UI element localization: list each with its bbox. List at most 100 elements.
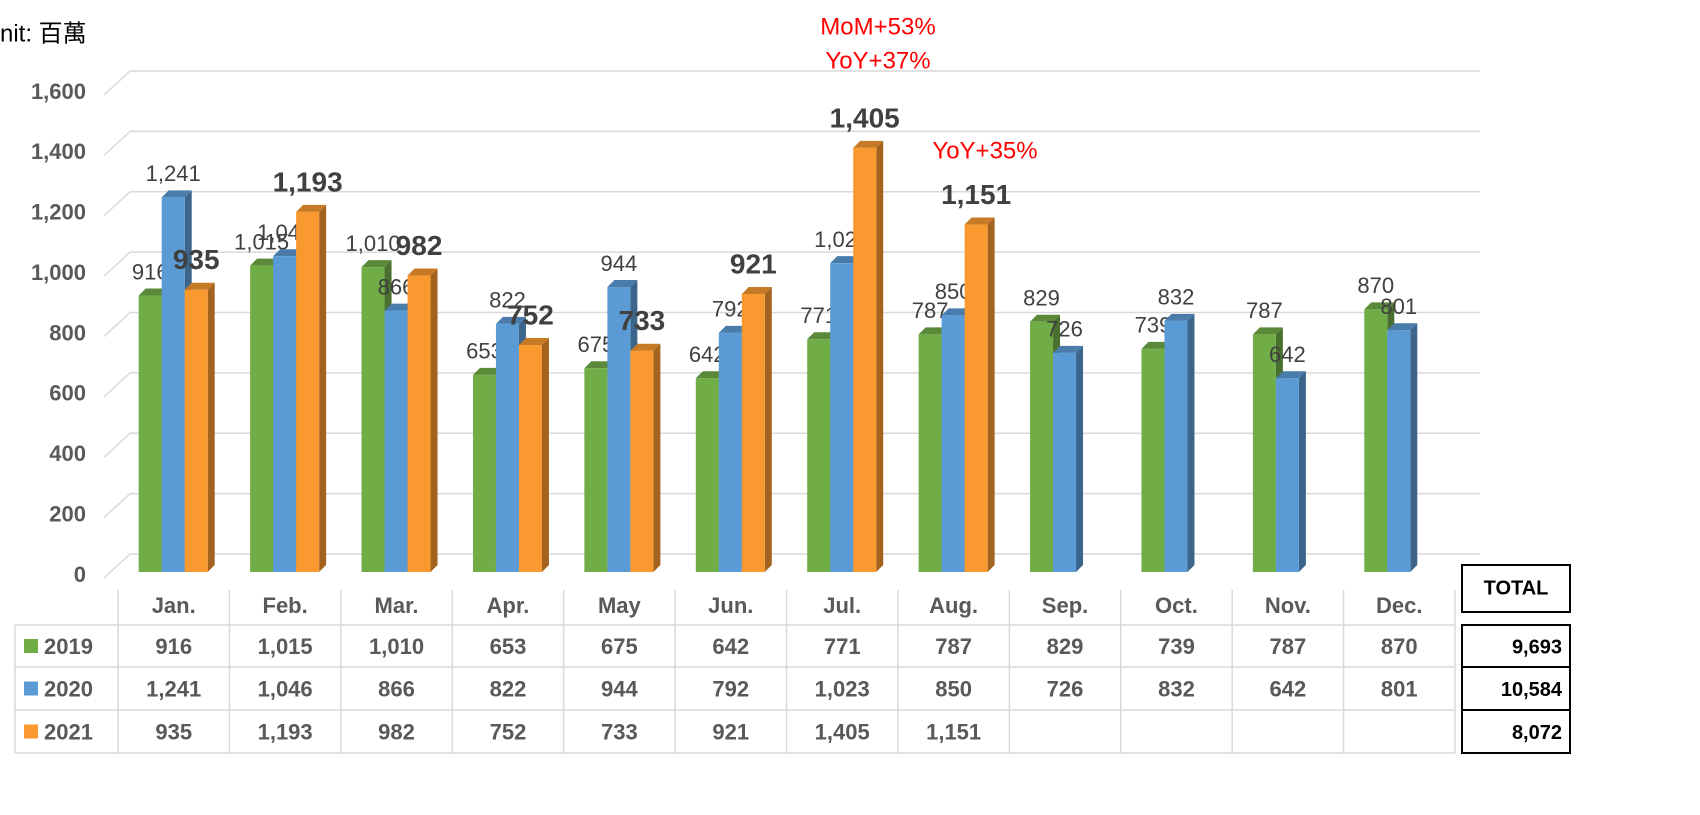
bar-top xyxy=(964,217,995,225)
y-tick-label: 0 xyxy=(74,562,86,587)
bar xyxy=(853,140,884,572)
bar-front xyxy=(718,332,742,572)
x-tick-label: Jan. xyxy=(152,593,196,618)
bar xyxy=(1275,371,1306,572)
bar-top xyxy=(941,308,972,316)
table-cell: 801 xyxy=(1381,676,1418,701)
bar-front xyxy=(1252,334,1276,572)
bar-top xyxy=(807,332,838,340)
bar-side xyxy=(987,217,995,572)
bar-front xyxy=(138,295,162,572)
bar-side xyxy=(876,140,884,572)
bar-top xyxy=(1387,323,1418,331)
bar xyxy=(407,268,438,572)
bar-top xyxy=(250,258,281,266)
bar xyxy=(184,282,215,572)
annotation: MoM+53% xyxy=(820,13,935,40)
grid-line-slant xyxy=(103,251,131,277)
x-tick-label: Oct. xyxy=(1155,593,1198,618)
table-cell: 733 xyxy=(601,719,638,744)
table-cell: 1,241 xyxy=(146,676,201,701)
bar-front xyxy=(695,378,719,572)
table-cell: 675 xyxy=(601,634,638,659)
data-label: 752 xyxy=(507,299,554,330)
bar-top xyxy=(184,282,215,290)
table-cell: 1,010 xyxy=(369,634,424,659)
bar-top xyxy=(296,204,327,212)
bar xyxy=(741,286,772,572)
bar-top xyxy=(407,268,438,276)
bar-side xyxy=(1298,371,1306,572)
bar-front xyxy=(518,344,542,572)
bar-front xyxy=(584,368,608,572)
data-label: 829 xyxy=(1023,286,1060,311)
grid-line-slant xyxy=(103,553,131,579)
total-cell xyxy=(1461,709,1571,754)
table-cell: 1,023 xyxy=(815,676,870,701)
x-tick-label: Feb. xyxy=(263,593,308,618)
bar-top xyxy=(273,249,304,257)
data-label: 726 xyxy=(1046,317,1083,342)
x-tick-label: Sep. xyxy=(1042,593,1088,618)
bar-front xyxy=(1387,330,1411,572)
bar-front xyxy=(1141,348,1165,572)
table-cell: 792 xyxy=(712,676,749,701)
bar-front xyxy=(941,315,965,572)
x-tick-label: Aug. xyxy=(929,593,978,618)
bar-top xyxy=(1275,371,1306,379)
legend-label: 2019 xyxy=(44,634,93,659)
bar-front xyxy=(184,289,208,572)
y-tick-label: 200 xyxy=(49,501,86,526)
bar-side xyxy=(207,282,215,572)
annotation: YoY+37% xyxy=(825,47,930,74)
bar-front xyxy=(1275,378,1299,572)
data-label: 1,151 xyxy=(941,179,1011,210)
grid-line-slant xyxy=(103,70,131,96)
bar-top xyxy=(1053,345,1084,353)
table-cell: 935 xyxy=(155,719,192,744)
total-header: TOTAL xyxy=(1484,577,1549,599)
table-cell: 752 xyxy=(490,719,527,744)
data-label: 822 xyxy=(489,288,526,313)
table-cell: 1,405 xyxy=(815,719,870,744)
legend-swatch xyxy=(24,724,38,739)
bar-front xyxy=(1164,320,1188,572)
bar-top xyxy=(1030,314,1061,322)
table-cell: 1,046 xyxy=(258,676,313,701)
bar xyxy=(296,204,327,572)
bar-front xyxy=(161,197,185,573)
bar-top xyxy=(518,337,549,345)
table-cell: 726 xyxy=(1047,676,1084,701)
table-cell: 1,015 xyxy=(258,634,313,659)
bar-front xyxy=(1030,321,1054,572)
bar-front xyxy=(630,350,654,572)
data-label: 787 xyxy=(1246,298,1283,323)
data-label: 1,241 xyxy=(146,161,201,186)
x-tick-label: Nov. xyxy=(1265,593,1311,618)
grid-line-slant xyxy=(103,191,131,217)
bar-top xyxy=(1141,341,1172,349)
legend-label: 2020 xyxy=(44,676,93,701)
bar-top xyxy=(607,280,638,288)
bar-top xyxy=(853,140,884,148)
grid-line-slant xyxy=(103,432,131,458)
bar-top xyxy=(1364,302,1395,310)
bar-top xyxy=(695,371,726,379)
bar-front xyxy=(296,211,320,572)
y-tick-label: 1,400 xyxy=(31,139,86,164)
bar-front xyxy=(384,310,408,572)
bar-top xyxy=(584,361,615,369)
bar-top xyxy=(741,286,772,294)
bar-front xyxy=(830,263,854,572)
legend-label: 2021 xyxy=(44,719,93,744)
grid-line-slant xyxy=(103,130,131,156)
bar-top xyxy=(1252,327,1283,335)
bar xyxy=(964,217,995,572)
bar-side xyxy=(541,337,549,572)
bar-top xyxy=(161,190,192,198)
bar-side xyxy=(653,343,661,572)
table-cell: 787 xyxy=(935,634,972,659)
bar-front xyxy=(918,334,942,572)
bar-top xyxy=(830,256,861,264)
